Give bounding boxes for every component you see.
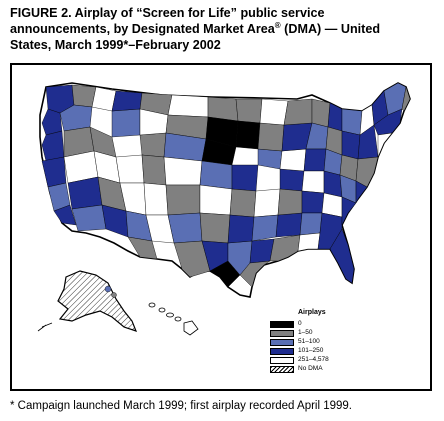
legend-label: No DMA bbox=[298, 365, 323, 372]
legend-item-3: 101–250 bbox=[270, 347, 410, 356]
legend-item-1: 1–50 bbox=[270, 329, 410, 338]
legend-label: 251–4,578 bbox=[298, 356, 329, 363]
legend-label: 1–50 bbox=[298, 329, 313, 336]
us-dma-map bbox=[37, 82, 411, 336]
legend-swatch bbox=[270, 348, 294, 355]
hawaii bbox=[148, 302, 199, 336]
legend-swatch bbox=[270, 357, 294, 364]
legend-item-0: 0 bbox=[270, 320, 410, 329]
legend-swatch bbox=[270, 366, 294, 373]
title-line-1: FIGURE 2. Airplay of “Screen for Life” p… bbox=[10, 6, 325, 20]
map-frame: Airplays 0 1–50 51–100 101–250 251–4,578… bbox=[10, 63, 432, 391]
legend-label: 51–100 bbox=[298, 338, 320, 345]
legend-label: 101–250 bbox=[298, 347, 324, 354]
legend-swatch bbox=[270, 330, 294, 337]
legend-swatch bbox=[270, 321, 294, 328]
legend-label: 0 bbox=[298, 320, 302, 327]
legend-swatch bbox=[270, 339, 294, 346]
legend-item-2: 51–100 bbox=[270, 338, 410, 347]
figure-title: FIGURE 2. Airplay of “Screen for Life” p… bbox=[10, 5, 435, 53]
alaska bbox=[57, 270, 138, 332]
legend-item-5: No DMA bbox=[270, 365, 410, 374]
footnote: * Campaign launched March 1999; first ai… bbox=[10, 400, 352, 412]
title-line-3: States, March 1999*–February 2002 bbox=[10, 38, 221, 52]
title-line-2: announcements, by Designated Market Area… bbox=[10, 20, 381, 36]
legend-item-4: 251–4,578 bbox=[270, 356, 410, 365]
legend-title: Airplays bbox=[298, 309, 326, 316]
